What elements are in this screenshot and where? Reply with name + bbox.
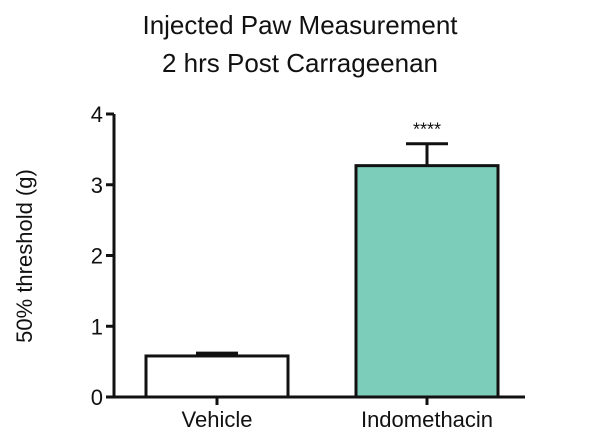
y-tick-label: 4	[91, 102, 103, 127]
chart-title-line-1: Injected Paw Measurement	[142, 10, 458, 40]
chart-title-line-2: 2 hrs Post Carrageenan	[162, 48, 438, 78]
y-axis-label: 50% threshold (g)	[12, 169, 37, 343]
plot-area: 0 1 2 3 4 Vehicle Indomethacin ****	[91, 102, 525, 432]
y-tick-label: 3	[91, 173, 103, 198]
y-tick-label: 2	[91, 244, 103, 269]
bar-vehicle	[144, 354, 290, 399]
y-tick-label: 0	[91, 385, 103, 410]
significance-label: ****	[413, 120, 441, 140]
y-tick-label: 1	[91, 314, 103, 339]
x-tick-label-vehicle: Vehicle	[182, 407, 253, 432]
x-tick-label-indomethacin: Indomethacin	[361, 407, 493, 432]
bar-indomethacin	[354, 164, 500, 399]
